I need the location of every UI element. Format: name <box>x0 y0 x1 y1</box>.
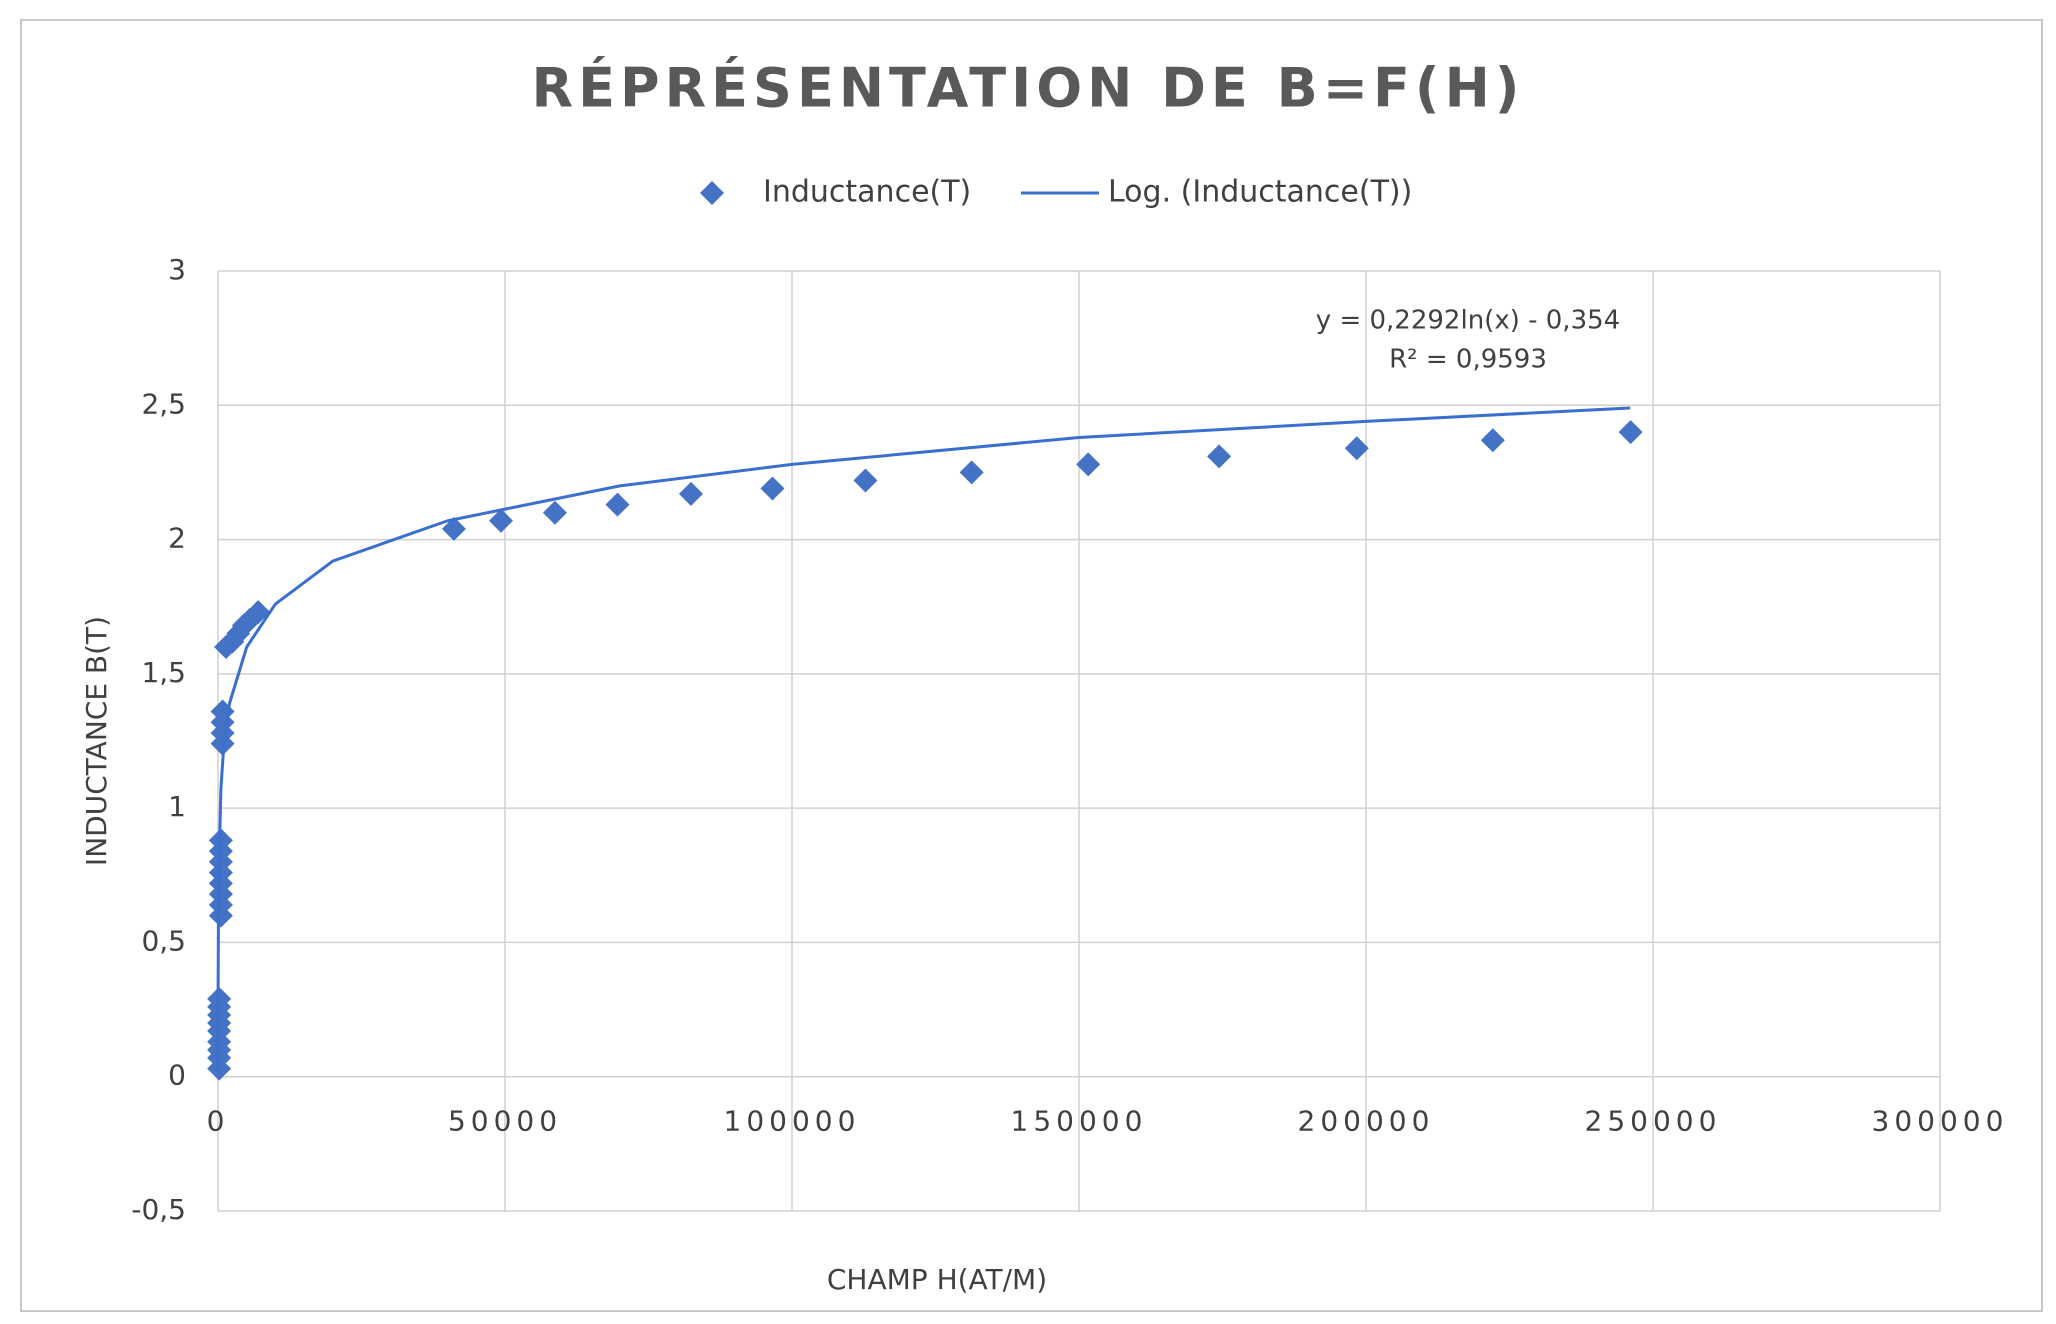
legend-label: Log. (Inductance(T)) <box>1108 175 1412 210</box>
y-tick-label: 1,5 <box>141 656 186 689</box>
chart-border <box>20 19 2043 1312</box>
x-tick-label: 200000 <box>1298 1105 1435 1138</box>
data-point <box>760 476 785 501</box>
y-tick-label: 0,5 <box>141 924 186 957</box>
x-axis-label: CHAMP H(AT/M) <box>827 1263 1047 1296</box>
data-point <box>1076 452 1101 477</box>
trend-line <box>216 406 1631 1073</box>
y-tick-label: 2 <box>168 522 186 555</box>
x-tick-label: 250000 <box>1585 1105 1722 1138</box>
x-tick-label: 100000 <box>724 1105 861 1138</box>
y-tick-label: 2,5 <box>141 387 186 420</box>
trend-equation: y = 0,2292ln(x) - 0,354 <box>1316 306 1620 336</box>
data-point <box>441 516 466 541</box>
chart-title: RÉPRÉSENTATION DE B=F(H) <box>532 57 1525 120</box>
data-point <box>488 508 513 533</box>
data-point <box>542 500 567 525</box>
x-tick-label: 50000 <box>448 1105 562 1138</box>
data-point <box>246 600 271 625</box>
legend-label: Inductance(T) <box>763 175 971 210</box>
data-point <box>1344 436 1369 461</box>
y-tick-label: -0,5 <box>131 1193 186 1226</box>
y-tick-label: 0 <box>168 1059 186 1092</box>
data-point <box>1207 444 1232 469</box>
x-tick-label: 150000 <box>1011 1105 1148 1138</box>
trend-r2: R² = 0,9593 <box>1389 345 1547 375</box>
data-point <box>853 468 878 493</box>
data-point <box>1618 420 1643 445</box>
y-axis-label: INDUCTANCE B(T) <box>80 616 113 866</box>
y-tick-label: 3 <box>168 253 186 286</box>
x-tick-label: 300000 <box>1872 1105 2009 1138</box>
data-point <box>1480 428 1505 453</box>
data-point <box>678 481 703 506</box>
x-tick-label: 0 <box>207 1105 230 1138</box>
legend-marker <box>700 181 724 205</box>
y-tick-label: 1 <box>168 790 186 823</box>
data-point <box>959 460 984 485</box>
data-point <box>605 492 630 517</box>
